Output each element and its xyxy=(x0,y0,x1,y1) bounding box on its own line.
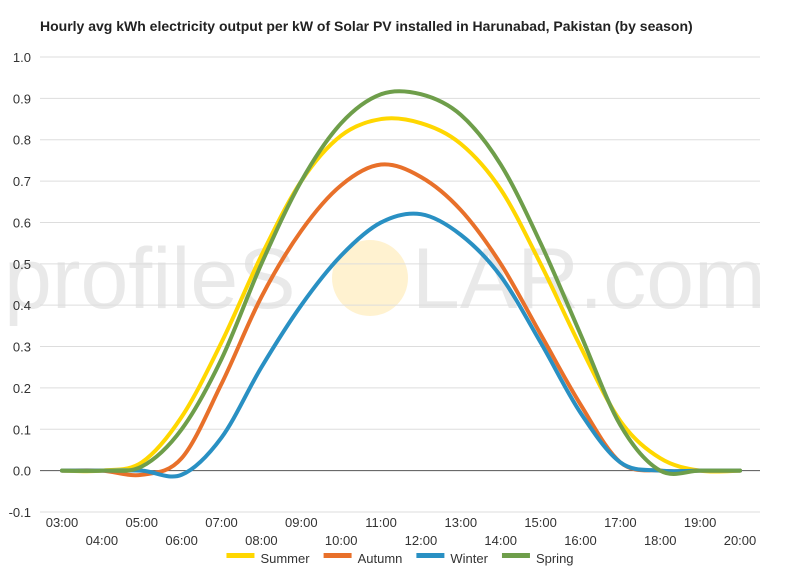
watermark: profileS LAR.com xyxy=(4,231,766,327)
x-tick-label: 05:00 xyxy=(125,515,158,530)
legend: Summer Autumn Winter Spring xyxy=(226,551,574,566)
y-tick-label: 0.7 xyxy=(13,174,31,189)
x-tick-label: 19:00 xyxy=(684,515,717,530)
x-tick-label: 03:00 xyxy=(46,515,79,530)
legend-label-spring: Spring xyxy=(536,551,574,566)
y-tick-label: 0.5 xyxy=(13,257,31,272)
y-tick-label: 0.8 xyxy=(13,133,31,148)
x-tick-label: 08:00 xyxy=(245,533,278,548)
y-tick-label: 0.1 xyxy=(13,422,31,437)
series-line-winter xyxy=(60,211,742,479)
series-line-summer xyxy=(60,116,742,474)
x-tick-label: 16:00 xyxy=(564,533,597,548)
y-axis-ticks: -0.1 0.0 0.1 0.2 0.3 0.4 0.5 0.6 0.7 0.8 0.9 1.0 xyxy=(9,50,31,520)
legend-swatch-winter xyxy=(416,553,445,558)
x-tick-label: 04:00 xyxy=(86,533,119,548)
x-tick-label: 11:00 xyxy=(365,515,397,530)
y-tick-label: 0.9 xyxy=(13,91,31,106)
x-tick-label: 10:00 xyxy=(325,533,358,548)
chart-title: Hourly avg kWh electricity output per kW… xyxy=(40,18,693,34)
y-tick-label: 0.3 xyxy=(13,340,31,355)
watermark-text-right: LAR.com xyxy=(412,231,766,327)
x-tick-label: 12:00 xyxy=(405,533,438,548)
x-tick-label: 17:00 xyxy=(604,515,637,530)
y-tick-label: -0.1 xyxy=(9,505,31,520)
series-lines xyxy=(60,89,742,479)
legend-label-winter: Winter xyxy=(450,551,488,566)
watermark-text-left: profileS xyxy=(4,231,296,327)
x-tick-label: 15:00 xyxy=(524,515,557,530)
x-tick-label: 14:00 xyxy=(484,533,517,548)
x-tick-label: 09:00 xyxy=(285,515,318,530)
x-tick-label: 18:00 xyxy=(644,533,677,548)
x-tick-label: 20:00 xyxy=(724,533,757,548)
legend-label-summer: Summer xyxy=(260,551,310,566)
y-tick-label: 0.4 xyxy=(13,298,31,313)
watermark-sun xyxy=(332,240,408,316)
legend-label-autumn: Autumn xyxy=(358,551,403,566)
y-tick-label: 0.6 xyxy=(13,215,31,230)
y-tick-label: 0.0 xyxy=(13,464,31,479)
legend-swatch-summer xyxy=(226,553,255,558)
y-tick-label: 0.2 xyxy=(13,381,31,396)
x-tick-label: 07:00 xyxy=(205,515,238,530)
x-tick-label: 06:00 xyxy=(165,533,198,548)
x-axis-ticks: 03:00 04:00 05:00 06:00 07:00 08:00 09:00 10:00… xyxy=(46,515,757,548)
series-line-spring xyxy=(60,89,742,476)
grid xyxy=(40,56,760,513)
legend-swatch-autumn xyxy=(323,553,352,558)
y-tick-label: 1.0 xyxy=(13,50,31,65)
legend-swatch-spring xyxy=(501,553,530,558)
x-tick-label: 13:00 xyxy=(445,515,478,530)
